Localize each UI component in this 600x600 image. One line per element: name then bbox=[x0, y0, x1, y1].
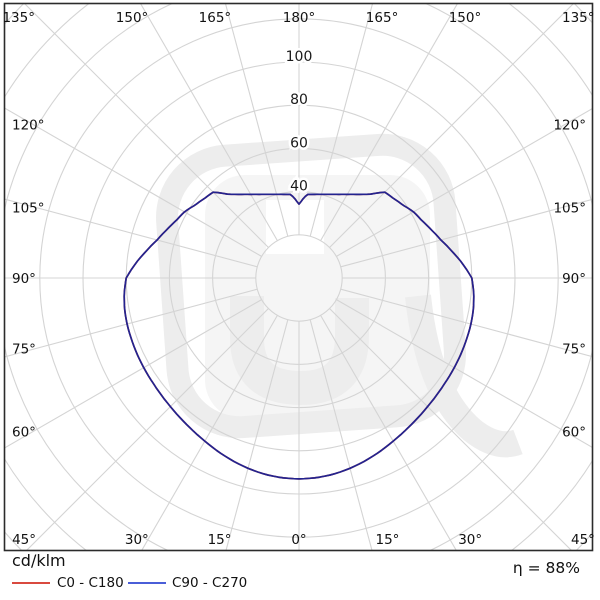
grid-spoke bbox=[4, 107, 262, 257]
grid-spoke bbox=[224, 3, 289, 237]
grid-spoke bbox=[336, 107, 593, 257]
grid-spoke bbox=[25, 308, 269, 551]
angle-tick-label: 135° bbox=[562, 10, 595, 26]
legend-label-c90-c270: C90 - C270 bbox=[172, 575, 248, 591]
angle-tick-label: 150° bbox=[116, 10, 149, 26]
angle-tick-label: 120° bbox=[12, 117, 45, 133]
grid-spoke bbox=[320, 315, 457, 551]
units-label: cd/klm bbox=[12, 551, 66, 570]
angle-tick-label: 30° bbox=[458, 532, 482, 548]
angle-tick-label: 90° bbox=[562, 271, 586, 287]
radial-tick-label: 60 bbox=[290, 135, 308, 151]
grid-spoke bbox=[340, 198, 593, 268]
legend-label-c0-c180: C0 - C180 bbox=[57, 575, 124, 591]
grid-spoke bbox=[225, 319, 289, 551]
grid-spoke bbox=[309, 3, 374, 237]
angle-tick-label: 60° bbox=[12, 425, 36, 441]
grid-spoke bbox=[336, 299, 593, 449]
angle-tick-label: 30° bbox=[125, 532, 149, 548]
angle-tick-label: 75° bbox=[12, 342, 36, 358]
grid-spoke bbox=[139, 3, 278, 241]
polar-grid bbox=[4, 3, 593, 551]
angle-tick-label: 105° bbox=[553, 200, 586, 216]
grid-spoke bbox=[309, 319, 373, 551]
angle-labels: 0° 15° 15° 30° 30° 45° 45° 60° 60° 75° 75° 90° 90° 10… bbox=[2, 10, 594, 548]
angle-tick-label: 180° bbox=[283, 10, 316, 26]
radial-tick-label: 100 bbox=[286, 49, 313, 65]
legend-line-c0-c180-icon bbox=[12, 582, 50, 584]
watermark-logo bbox=[156, 133, 523, 458]
grid-spoke bbox=[4, 198, 258, 268]
efficiency-value: η = 88% bbox=[512, 559, 580, 577]
angle-tick-label: 135° bbox=[2, 10, 35, 26]
legend-line-c90-c270-icon bbox=[128, 582, 166, 584]
polar-chart-svg: 40 60 80 100 0° 15° 15° 30° 30° 45° 45° 60° 60° 75° 75… bbox=[2, 2, 595, 552]
angle-tick-label: 105° bbox=[12, 200, 45, 216]
grid-spoke bbox=[4, 299, 262, 449]
radial-labels: 40 60 80 100 bbox=[283, 47, 315, 198]
angle-tick-label: 75° bbox=[562, 342, 586, 358]
angle-tick-label: 45° bbox=[12, 532, 36, 548]
angle-tick-label: 15° bbox=[376, 532, 400, 548]
curve-c90-c270 bbox=[123, 191, 475, 480]
watermark-outline bbox=[156, 133, 466, 439]
grid-spoke bbox=[23, 3, 269, 248]
angle-tick-label: 90° bbox=[12, 271, 36, 287]
plot-frame bbox=[3, 2, 594, 552]
grid-spoke bbox=[141, 315, 278, 551]
angle-tick-label: 165° bbox=[366, 10, 399, 26]
grid-spoke bbox=[4, 288, 258, 358]
angle-tick-label: 120° bbox=[553, 117, 586, 133]
watermark-glyph bbox=[230, 296, 369, 406]
angle-tick-label: 150° bbox=[449, 10, 482, 26]
radial-tick-label: 80 bbox=[290, 92, 308, 108]
watermark-tail bbox=[405, 294, 523, 458]
watermark-square bbox=[266, 200, 324, 254]
angle-tick-label: 165° bbox=[199, 10, 232, 26]
grid-spoke bbox=[329, 308, 573, 551]
grid-spoke bbox=[320, 3, 459, 241]
angle-tick-label: 60° bbox=[562, 425, 586, 441]
angle-tick-label: 45° bbox=[571, 532, 595, 548]
angle-tick-label: 15° bbox=[208, 532, 232, 548]
grid-spoke bbox=[340, 288, 593, 358]
grid-spoke bbox=[329, 3, 575, 248]
angle-tick-label: 0° bbox=[291, 532, 306, 548]
radial-tick-label: 40 bbox=[290, 179, 308, 195]
